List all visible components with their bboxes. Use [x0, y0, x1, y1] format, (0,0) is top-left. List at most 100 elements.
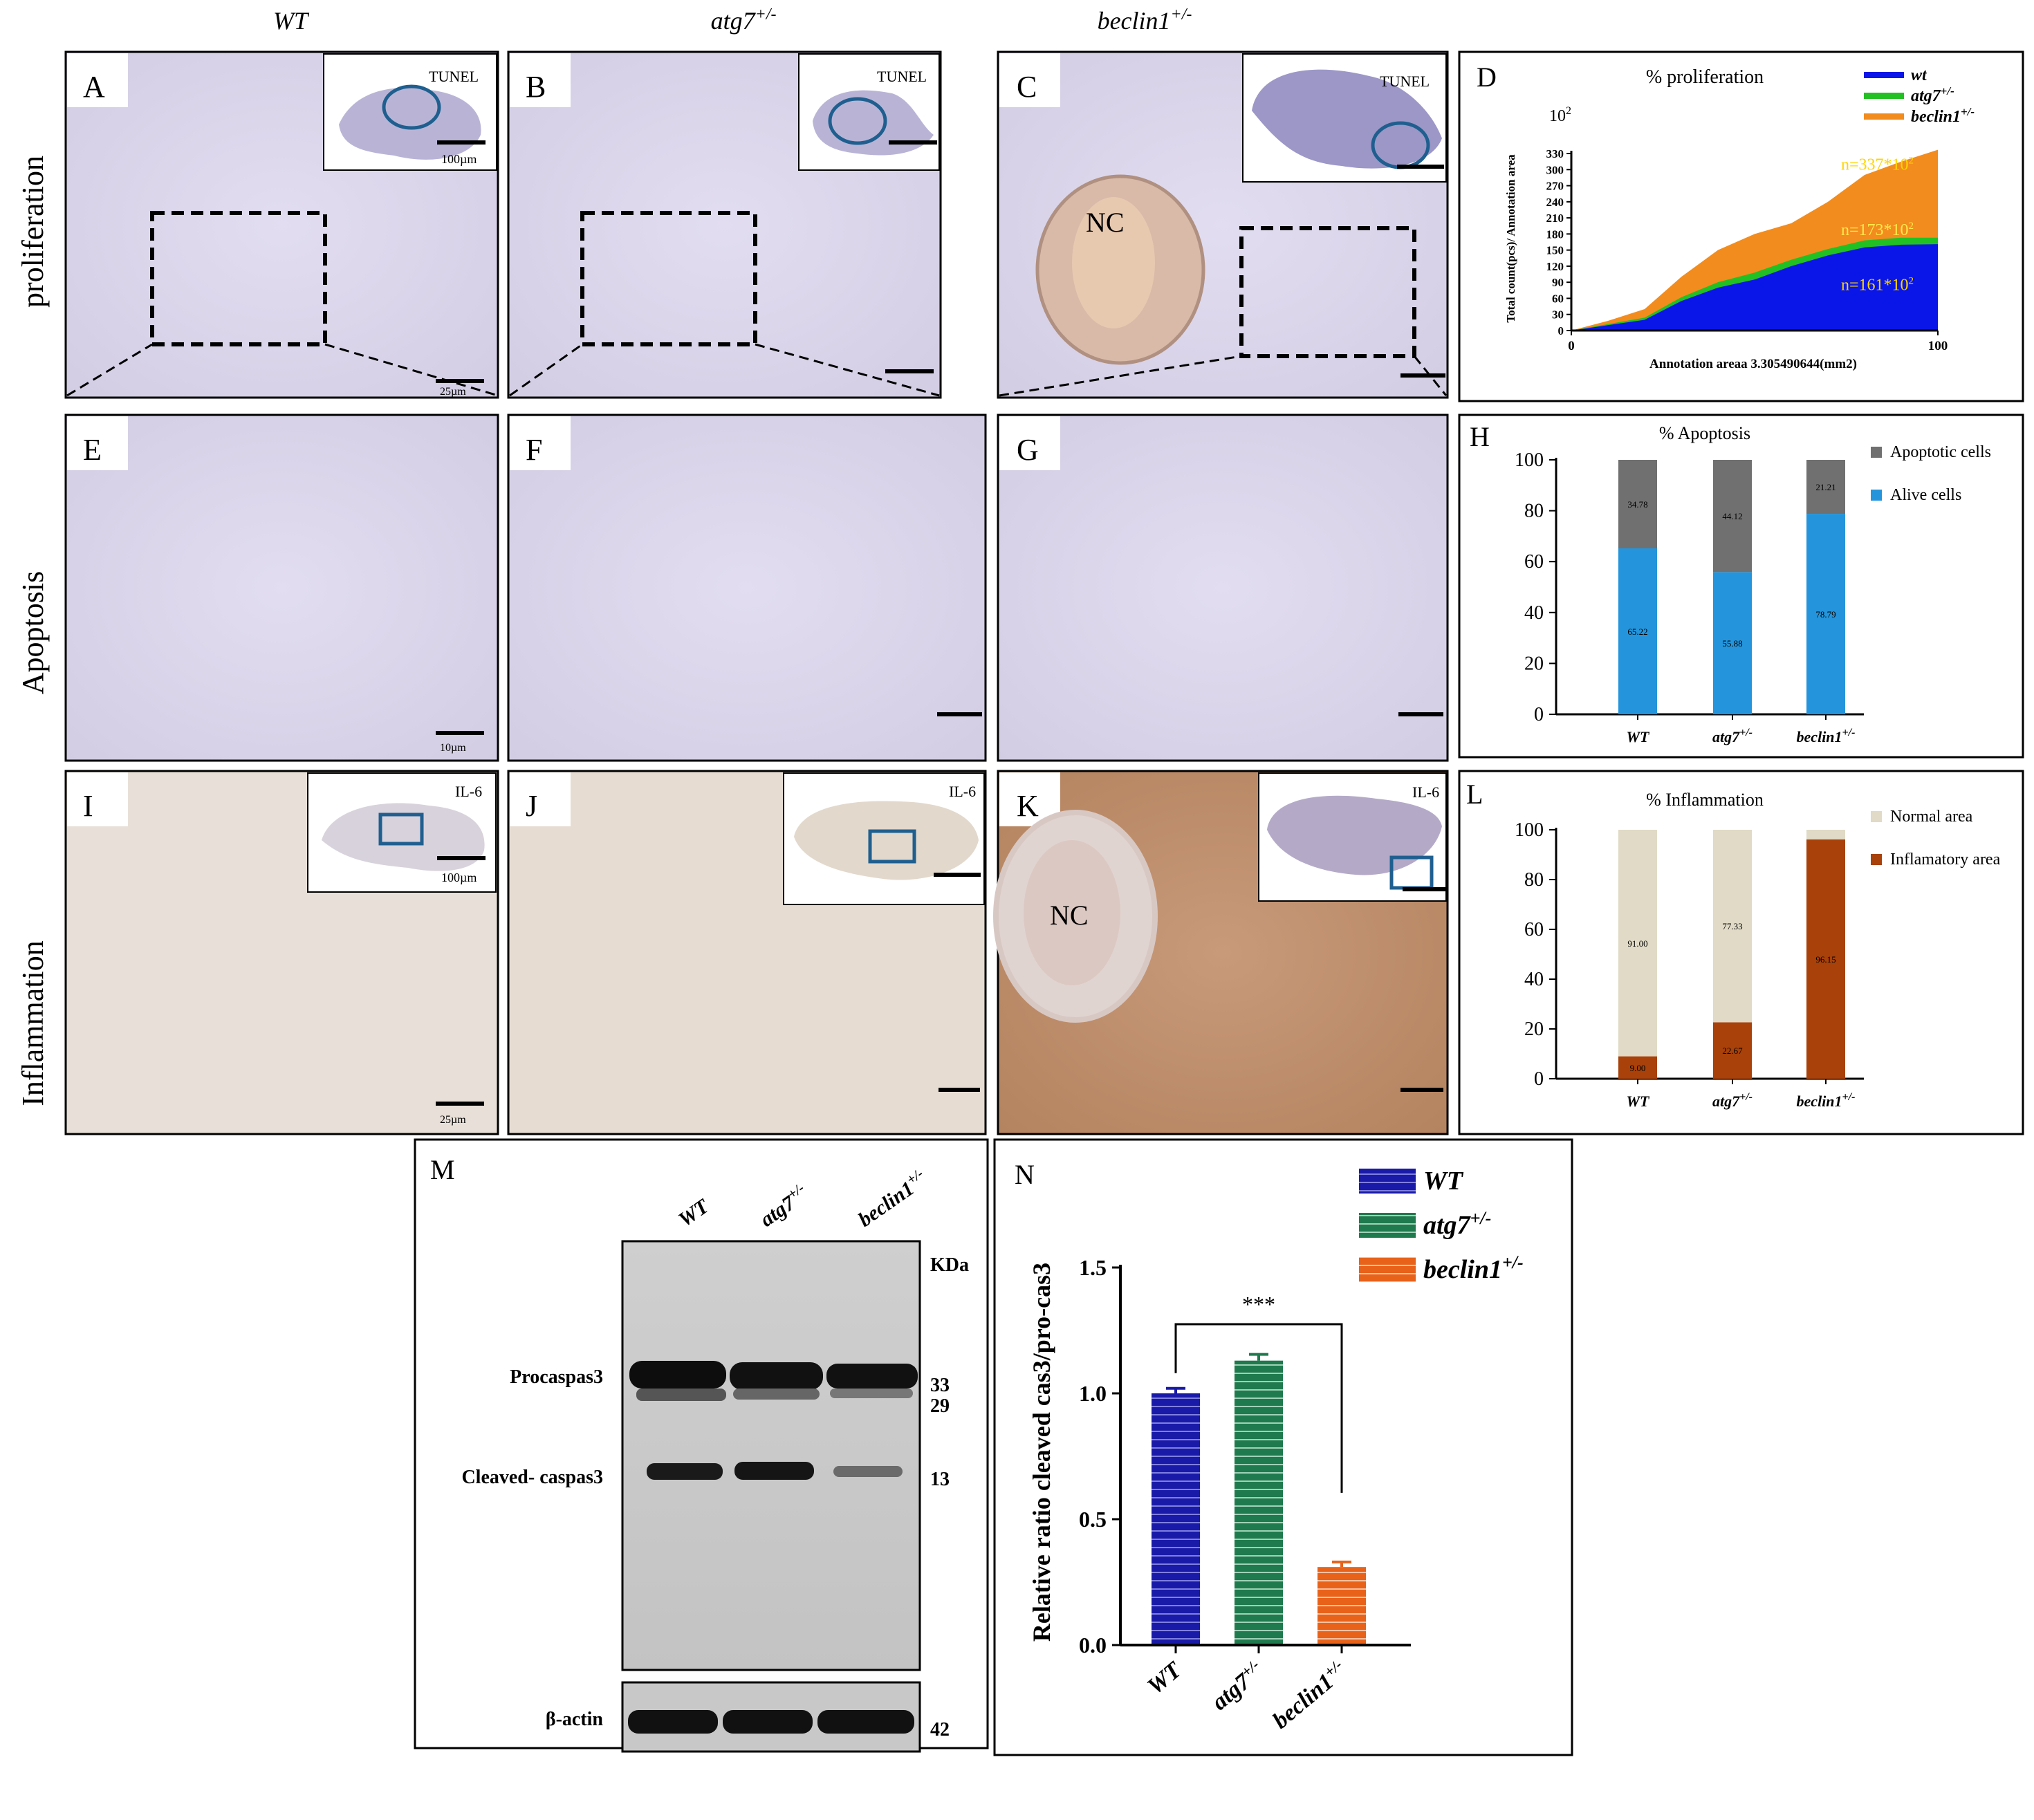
y-tick-label: 1.0	[1079, 1381, 1107, 1406]
inset-il6-j: IL-6	[783, 772, 985, 905]
panel-k: K NC IL-6	[993, 770, 1449, 1135]
area-annotation: n=173*102	[1841, 221, 1914, 239]
col-header-atg7: atg7+/-	[711, 6, 777, 35]
legend-label: atg7+/-	[1423, 1208, 1491, 1240]
band-29-beclin	[830, 1389, 913, 1398]
significance-label: ***	[1242, 1292, 1275, 1317]
panel-label-b: B	[526, 70, 546, 104]
band-cleaved-wt	[647, 1463, 723, 1480]
chart-n-legend: WT atg7+/- beclin1+/-	[1359, 1167, 1524, 1284]
bar-segment	[1618, 548, 1657, 714]
bar-segment	[1806, 830, 1845, 839]
legend-label: Inflamatory area	[1890, 851, 2001, 869]
panel-e: E 10µm	[64, 414, 499, 762]
panel-label-k: K	[1017, 789, 1039, 823]
panel-a: A TUNEL 100µm 25µm	[64, 50, 499, 399]
band-actin-atg7	[723, 1710, 813, 1734]
panel-g: G	[997, 414, 1449, 762]
legend-swatch	[1359, 1213, 1416, 1238]
bar-atg7	[1235, 1360, 1283, 1645]
kda-unit: KDa	[930, 1254, 969, 1276]
y-tick-label: 60	[1552, 292, 1564, 305]
band-cleaved-atg7	[734, 1462, 814, 1480]
y-tick-label: 40	[1524, 969, 1544, 990]
svg-text:100µm: 100µm	[441, 871, 477, 884]
legend-label: WT	[1423, 1167, 1464, 1196]
y-tick-label: 270	[1546, 180, 1564, 193]
band-procaspas3-wt	[629, 1361, 726, 1389]
chart-h-title: % Apoptosis	[1659, 423, 1750, 443]
kda-42: 42	[930, 1719, 950, 1740]
panel-label-i: I	[83, 789, 93, 823]
svg-text:10µm: 10µm	[440, 742, 466, 754]
bar-value-label: 22.67	[1722, 1046, 1743, 1056]
bar-value-label: 78.79	[1815, 609, 1836, 620]
panel-m: M WT atg7+/- beclin1+/- KDa Procaspas3 3…	[414, 1138, 989, 1753]
area-wt	[1571, 244, 1938, 331]
panel-label-a: A	[83, 70, 105, 104]
svg-text:25µm: 25µm	[440, 1114, 466, 1126]
bar-WT	[1152, 1393, 1200, 1645]
svg-text:100µm: 100µm	[441, 152, 477, 166]
y-tick-label: 330	[1546, 147, 1564, 160]
y-tick-label: 0	[1534, 1068, 1544, 1090]
inset-marker	[378, 813, 424, 846]
x-tick-label: atg7+/-	[1712, 727, 1753, 745]
legend-label: Normal area	[1890, 808, 1973, 826]
inset-il6-i: IL-6 100µm	[307, 772, 497, 893]
svg-text:TUNEL: TUNEL	[877, 68, 927, 85]
panel-label-f: F	[526, 433, 542, 467]
band-actin-wt	[628, 1710, 718, 1734]
band-actin-beclin	[817, 1710, 914, 1734]
band-procaspas3-atg7	[730, 1362, 823, 1390]
row-label-proliferation: proliferation	[16, 156, 50, 308]
y-tick-label: 30	[1552, 308, 1564, 322]
chart-d-plot: 0 30 60 90 120 150 180 210 240 270 300 330 0 100 n=337…	[1546, 147, 1948, 353]
y-tick-label: 0	[1558, 324, 1564, 337]
svg-text:IL-6: IL-6	[455, 783, 482, 800]
chart-d-ylabel: Total count(pcs)/ Annotation area	[1504, 154, 1517, 323]
bar-segment	[1806, 839, 1845, 1079]
panel-f: F	[507, 414, 987, 762]
bar-segment	[1618, 460, 1657, 548]
band-29-atg7	[733, 1389, 820, 1400]
panel-d: D % proliferation 102 Total count(pcs)/ …	[1458, 50, 2024, 402]
blot-membrane	[621, 1240, 921, 1671]
y-tick-label: 300	[1546, 163, 1564, 176]
kda-29: 29	[930, 1395, 950, 1417]
inset-marker	[828, 97, 887, 145]
bar-value-label: 34.78	[1627, 499, 1647, 510]
zoom-box	[150, 211, 327, 346]
bar-value-label: 91.00	[1627, 938, 1647, 949]
nc-label: NC	[1050, 900, 1089, 931]
chart-l-plot: 0 20 40 60 80 100 9.00 91.00 WT 22.67 77.33 atg7+/-…	[1515, 808, 2001, 1110]
bar-value-label: 96.15	[1815, 954, 1836, 965]
x-tick-label: beclin1+/-	[1797, 727, 1856, 745]
x-tick-label: beclin1+/-	[1797, 1091, 1856, 1110]
inset-marker	[868, 829, 916, 864]
y-tick-label: 120	[1546, 260, 1564, 273]
y-tick-label: 60	[1524, 919, 1544, 940]
x-tick-label: 0	[1568, 339, 1575, 353]
area-annotation: n=337*102	[1841, 155, 1914, 174]
panel-label-n: N	[1015, 1159, 1035, 1190]
inset-il6-k: IL-6	[1258, 772, 1447, 902]
y-tick-label: 100	[1515, 449, 1544, 471]
band-label-procaspas3: Procaspas3	[510, 1366, 603, 1388]
chart-n-ylabel: Relative ratio cleaved cas3/pro-cas3	[1028, 1263, 1055, 1642]
area-annotation: n=161*102	[1841, 275, 1914, 294]
y-tick-label: 0	[1534, 704, 1544, 725]
y-tick-label: 80	[1524, 869, 1544, 891]
chart-h-plot: 0 20 40 60 80 100 65.22 34.78 WT 55.88 44.12 atg7+/…	[1515, 443, 1991, 745]
chart-d-xlabel: Annotation areaa 3.305490644(mm2)	[1649, 357, 1857, 371]
zoom-box	[1239, 226, 1416, 358]
legend-swatch	[1871, 811, 1882, 822]
chart-d-multiplier: 102	[1549, 105, 1571, 125]
panel-label-l: L	[1466, 779, 1483, 810]
legend-swatch	[1871, 447, 1882, 458]
bar-segment	[1806, 460, 1845, 514]
significance-bracket	[1174, 1323, 1343, 1493]
svg-text:IL-6: IL-6	[1412, 783, 1439, 801]
panel-b: B TUNEL	[507, 50, 942, 399]
